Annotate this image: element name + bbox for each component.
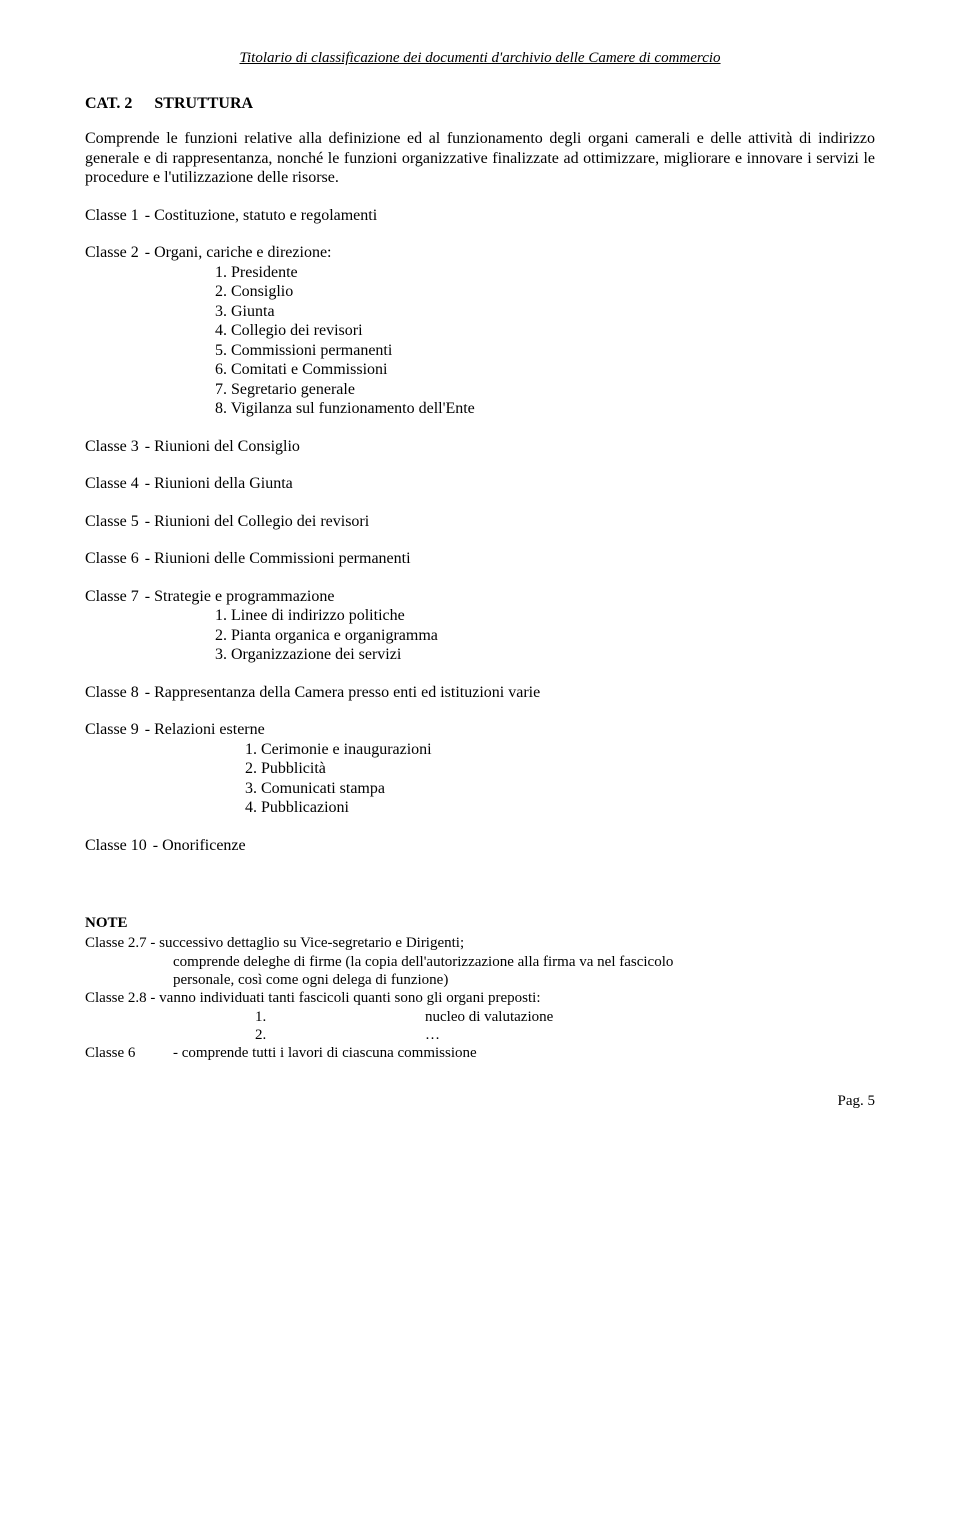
list-item: 2. Pianta organica e organigramma [215, 626, 875, 646]
class-1: Classe 1 - Costituzione, statuto e regol… [85, 206, 875, 226]
list-item: 1. Linee di indirizzo politiche [215, 606, 875, 626]
class-label: Classe 10 [85, 836, 147, 856]
list-item: 2. Consiglio [215, 282, 875, 302]
running-header: Titolario di classificazione dei documen… [85, 50, 875, 67]
class-label: Classe 1 [85, 206, 139, 226]
class-desc: - Riunioni del Collegio dei revisori [145, 512, 369, 532]
list-item: 4. Pubblicazioni [245, 798, 875, 818]
class-label: Classe 3 [85, 437, 139, 457]
list-item: 3. Organizzazione dei servizi [215, 645, 875, 665]
list-item: 3. Comunicati stampa [245, 779, 875, 799]
class-label: Classe 2 [85, 243, 139, 263]
list-item: 7. Segretario generale [215, 380, 875, 400]
section-title: CAT. 2 STRUTTURA [85, 95, 875, 113]
list-item: 1. Cerimonie e inaugurazioni [245, 740, 875, 760]
class-desc: - Relazioni esterne [145, 720, 265, 740]
intro-paragraph: Comprende le funzioni relative alla defi… [85, 129, 875, 188]
class-desc: - Riunioni del Consiglio [145, 437, 300, 457]
class-desc: - Organi, cariche e direzione: [145, 243, 332, 263]
list-item: 2. Pubblicità [245, 759, 875, 779]
class-9: Classe 9 - Relazioni esterne 1. Cerimoni… [85, 720, 875, 818]
note-line: comprende deleghe di firme (la copia del… [85, 953, 875, 971]
class-desc: - Onorificenze [153, 836, 246, 856]
notes-heading: NOTE [85, 915, 875, 932]
note-enum-number: 2. [255, 1026, 425, 1044]
class-label: Classe 8 [85, 683, 139, 703]
class-4: Classe 4 - Riunioni della Giunta [85, 474, 875, 494]
category-name: STRUTTURA [154, 95, 253, 112]
class-desc: - Riunioni della Giunta [145, 474, 293, 494]
note-line: Classe 2.7 - successivo dettaglio su Vic… [85, 934, 875, 952]
page-number: Pag. 5 [85, 1093, 875, 1110]
note-label: Classe 6 [85, 1044, 173, 1062]
class-label: Classe 9 [85, 720, 139, 740]
class-desc: - Rappresentanza della Camera presso ent… [145, 683, 540, 703]
class-10: Classe 10 - Onorificenze [85, 836, 875, 856]
list-item: 6. Comitati e Commissioni [215, 360, 875, 380]
note-enum: 2. … [85, 1026, 875, 1044]
class-label: Classe 6 [85, 549, 139, 569]
class-8: Classe 8 - Rappresentanza della Camera p… [85, 683, 875, 703]
class-desc: - Costituzione, statuto e regolamenti [145, 206, 377, 226]
class-7: Classe 7 - Strategie e programmazione 1.… [85, 587, 875, 665]
page: Titolario di classificazione dei documen… [0, 0, 960, 1140]
class-3: Classe 3 - Riunioni del Consiglio [85, 437, 875, 457]
class-5: Classe 5 - Riunioni del Collegio dei rev… [85, 512, 875, 532]
list-item: 8. Vigilanza sul funzionamento dell'Ente [215, 399, 875, 419]
note-enum-text: … [425, 1026, 440, 1044]
class-6: Classe 6 - Riunioni delle Commissioni pe… [85, 549, 875, 569]
note-line: personale, così come ogni delega di funz… [85, 971, 875, 989]
class-2: Classe 2 - Organi, cariche e direzione: … [85, 243, 875, 419]
list-item: 1. Presidente [215, 263, 875, 283]
note-line: Classe 2.8 - vanno individuati tanti fas… [85, 989, 875, 1007]
class-desc: - Riunioni delle Commissioni permanenti [145, 549, 411, 569]
note-line: Classe 6 - comprende tutti i lavori di c… [85, 1044, 875, 1062]
note-text: - comprende tutti i lavori di ciascuna c… [173, 1044, 477, 1062]
class-desc: - Strategie e programmazione [145, 587, 335, 607]
list-item: 4. Collegio dei revisori [215, 321, 875, 341]
category-number: CAT. 2 [85, 95, 132, 112]
list-item: 3. Giunta [215, 302, 875, 322]
note-enum: 1. nucleo di valutazione [85, 1008, 875, 1026]
class-label: Classe 7 [85, 587, 139, 607]
list-item: 5. Commissioni permanenti [215, 341, 875, 361]
note-enum-number: 1. [255, 1008, 425, 1026]
class-label: Classe 4 [85, 474, 139, 494]
note-enum-text: nucleo di valutazione [425, 1008, 553, 1026]
class-label: Classe 5 [85, 512, 139, 532]
